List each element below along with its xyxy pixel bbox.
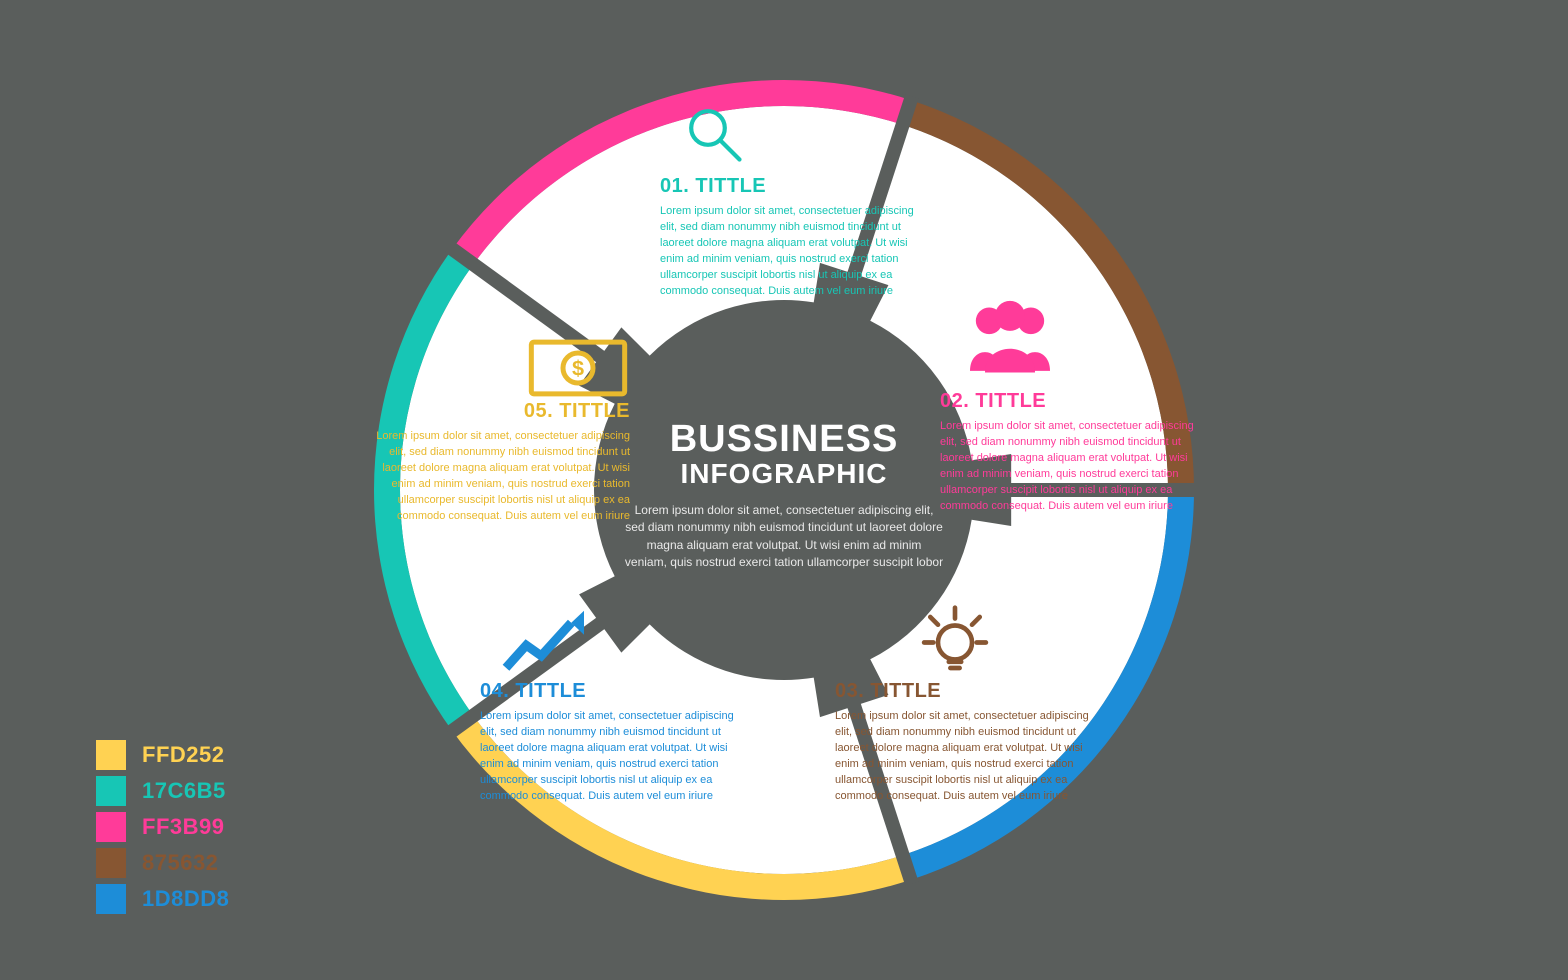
- segment-number: 03.: [835, 680, 870, 702]
- legend-label: 1D8DD8: [142, 886, 229, 912]
- segment-number: 02.: [940, 390, 975, 412]
- legend-swatch: [96, 740, 126, 770]
- segment-body: Lorem ipsum dolor sit amet, consectetuer…: [835, 709, 1095, 805]
- segment-body: Lorem ipsum dolor sit amet, consectetuer…: [370, 429, 630, 525]
- segment-title: TITTLE: [975, 390, 1046, 412]
- arrow-up-icon: [500, 608, 590, 683]
- segment-title: TITTLE: [695, 175, 766, 197]
- segment-title: TITTLE: [559, 400, 630, 422]
- hub-title-line2: INFOGRAPHIC: [614, 460, 954, 488]
- legend-item: 875632: [96, 848, 229, 878]
- hub-description: Lorem ipsum dolor sit amet, consectetuer…: [614, 502, 954, 572]
- legend-label: 875632: [142, 850, 218, 876]
- lightbulb-icon: [915, 600, 995, 690]
- segment-body: Lorem ipsum dolor sit amet, consectetuer…: [940, 419, 1200, 515]
- segment-number: 05.: [524, 400, 559, 422]
- segment-number: 01.: [660, 175, 695, 197]
- people-icon: [960, 295, 1060, 380]
- segment-03-block: 03. TITTLE Lorem ipsum dolor sit amet, c…: [835, 680, 1095, 805]
- legend-item: 17C6B5: [96, 776, 229, 806]
- magnifier-icon: [680, 100, 750, 175]
- segment-05-block: 05. TITTLE Lorem ipsum dolor sit amet, c…: [370, 400, 630, 525]
- svg-text:$: $: [572, 356, 584, 381]
- color-legend: FFD252 17C6B5 FF3B99 875632 1D8DD8: [96, 734, 229, 920]
- segment-number: 04.: [480, 680, 515, 702]
- legend-item: 1D8DD8: [96, 884, 229, 914]
- legend-swatch: [96, 884, 126, 914]
- segment-body: Lorem ipsum dolor sit amet, consectetuer…: [660, 204, 920, 300]
- dollar-bill-icon: $: [528, 338, 628, 403]
- hub-title-line1: BUSSINESS: [614, 420, 954, 458]
- legend-label: FFD252: [142, 742, 224, 768]
- segment-01-block: 01. TITTLE Lorem ipsum dolor sit amet, c…: [660, 175, 920, 300]
- infographic-stage: BUSSINESS INFOGRAPHIC Lorem ipsum dolor …: [0, 0, 1568, 980]
- legend-label: 17C6B5: [142, 778, 226, 804]
- legend-swatch: [96, 848, 126, 878]
- segment-04-block: 04. TITTLE Lorem ipsum dolor sit amet, c…: [480, 680, 740, 805]
- legend-swatch: [96, 776, 126, 806]
- segment-02-block: 02. TITTLE Lorem ipsum dolor sit amet, c…: [940, 390, 1200, 515]
- legend-item: FFD252: [96, 740, 229, 770]
- legend-swatch: [96, 812, 126, 842]
- hub-center: BUSSINESS INFOGRAPHIC Lorem ipsum dolor …: [614, 420, 954, 572]
- legend-label: FF3B99: [142, 814, 224, 840]
- segment-body: Lorem ipsum dolor sit amet, consectetuer…: [480, 709, 740, 805]
- segment-title: TITTLE: [515, 680, 586, 702]
- legend-item: FF3B99: [96, 812, 229, 842]
